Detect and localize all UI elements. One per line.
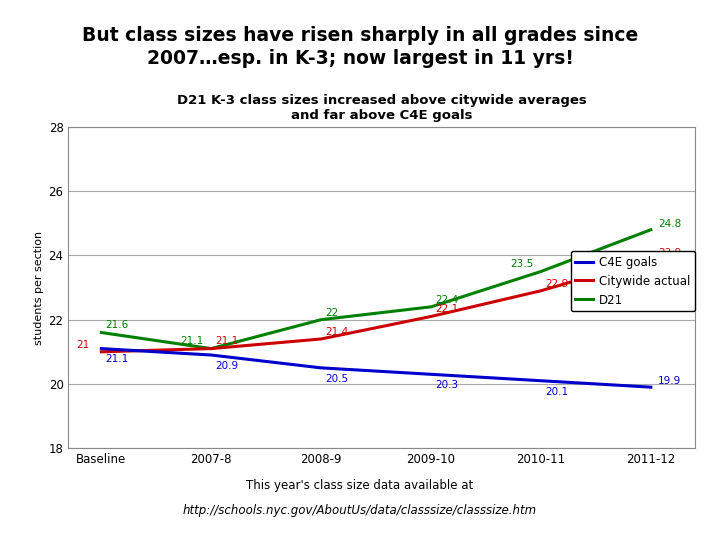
Text: 21.6: 21.6	[106, 320, 129, 330]
Text: 21.1: 21.1	[106, 354, 129, 364]
Text: http://schools.nyc.gov/AboutUs/data/classsize/classsize.htm: http://schools.nyc.gov/AboutUs/data/clas…	[183, 504, 537, 517]
Text: 22.4: 22.4	[435, 295, 459, 305]
Text: This year's class size data available at: This year's class size data available at	[246, 480, 474, 492]
Text: 20.3: 20.3	[435, 380, 459, 390]
Text: 23.5: 23.5	[510, 259, 534, 269]
Text: 21.4: 21.4	[325, 327, 348, 337]
Text: 19.9: 19.9	[658, 376, 681, 387]
Text: 22.9: 22.9	[545, 279, 568, 288]
Text: 20.9: 20.9	[215, 361, 238, 371]
Text: 24.8: 24.8	[658, 219, 681, 229]
Title: D21 K-3 class sizes increased above citywide averages
and far above C4E goals: D21 K-3 class sizes increased above city…	[176, 93, 587, 122]
Text: But class sizes have risen sharply in all grades since
2007…esp. in K-3; now lar: But class sizes have risen sharply in al…	[82, 26, 638, 69]
Text: 21.1: 21.1	[181, 336, 204, 347]
Text: 23.9: 23.9	[658, 248, 681, 258]
Text: 20.1: 20.1	[545, 387, 568, 396]
Y-axis label: students per section: students per section	[35, 231, 45, 345]
Text: 20.5: 20.5	[325, 374, 348, 384]
Text: 22.1: 22.1	[435, 305, 459, 314]
Text: 21: 21	[76, 340, 89, 349]
Text: 21.1: 21.1	[215, 336, 238, 347]
Legend: C4E goals, Citywide actual, D21: C4E goals, Citywide actual, D21	[571, 251, 696, 311]
Text: 22: 22	[325, 307, 338, 318]
